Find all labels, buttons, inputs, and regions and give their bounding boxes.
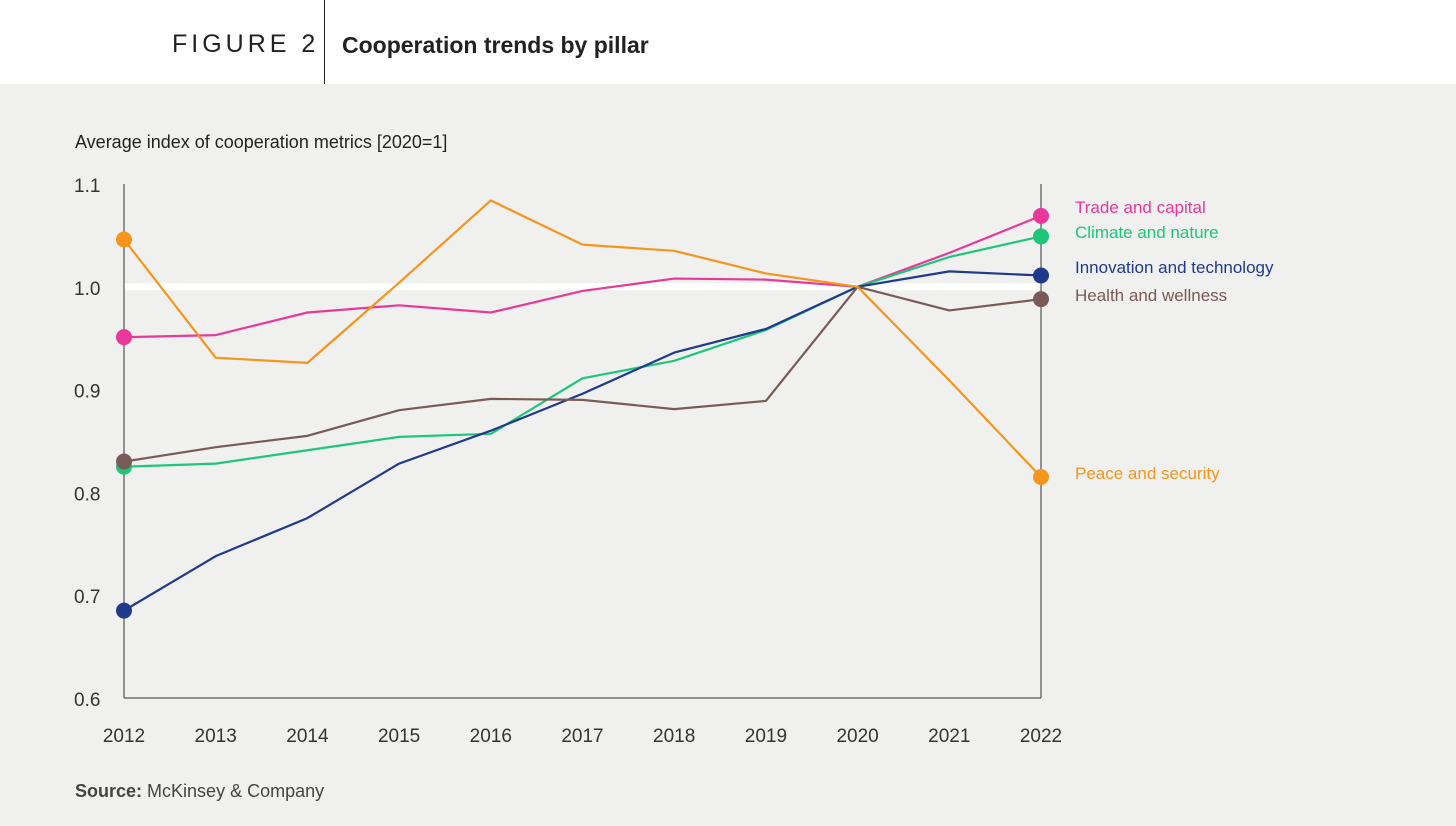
series-line-innovation-and-technology (123, 270, 1042, 612)
x-tick-label: 2013 (195, 726, 237, 747)
y-tick-label: 1.1 (74, 176, 100, 197)
axes-layer: 0.6 0.7 0.8 0.9 1.0 1.1 2012 2013 2014 2015 2016 20… (74, 176, 1062, 747)
x-tick-label: 2014 (286, 726, 329, 747)
legend-label-peace-and-security: Peace and security (1075, 464, 1220, 483)
line-chart: Average index of cooperation metrics [20… (74, 132, 1274, 747)
y-axis-label: Average index of cooperation metrics [20… (75, 132, 447, 152)
x-tick-label: 2022 (1020, 726, 1062, 747)
y-tick-label: 0.8 (74, 484, 100, 505)
legend-label-trade-and-capital: Trade and capital (1075, 198, 1206, 217)
y-tick-label: 1.0 (74, 279, 100, 300)
series-end-point-innovation-and-technology (1033, 267, 1049, 284)
series-end-point-peace-and-security (1033, 468, 1049, 485)
series-line-peace-and-security (123, 199, 1042, 478)
header-divider (324, 0, 325, 84)
series-end-point-climate-and-nature (1033, 228, 1049, 245)
y-tick-label: 0.9 (74, 382, 100, 403)
series-end-point-trade-and-capital (1033, 207, 1049, 224)
series-layer (116, 199, 1049, 619)
legend-label-health-and-wellness: Health and wellness (1075, 286, 1227, 305)
y-tick-label: 0.6 (74, 690, 100, 711)
legend-label-innovation-and-technology: Innovation and technology (1075, 258, 1274, 277)
series-line-health-and-wellness (123, 285, 1042, 463)
x-tick-label: 2020 (836, 726, 878, 747)
x-tick-label: 2018 (653, 726, 695, 747)
x-tick-label: 2017 (561, 726, 603, 747)
series-line-trade-and-capital (123, 214, 1042, 339)
x-tick-label: 2012 (103, 726, 145, 747)
series-start-point-peace-and-security (116, 231, 132, 248)
x-tick-label: 2021 (928, 726, 970, 747)
figure-title: Cooperation trends by pillar (342, 32, 649, 58)
y-tick-label: 0.7 (74, 587, 100, 608)
series-end-point-health-and-wellness (1033, 291, 1049, 308)
source-label: Source: (75, 781, 143, 801)
figure-number: FIGURE 2 (172, 30, 320, 58)
x-tick-label: 2015 (378, 726, 420, 747)
figure-header: FIGURE 2 Cooperation trends by pillar (0, 0, 1456, 84)
legend-layer: Trade and capital Climate and nature Innov… (1075, 198, 1274, 483)
x-tick-label: 2019 (745, 726, 787, 747)
chart-area: Average index of cooperation metrics [20… (0, 84, 1456, 826)
source-text: McKinsey & Company (147, 781, 325, 801)
series-start-point-health-and-wellness (116, 453, 132, 470)
source-note: Source: McKinsey & Company (75, 781, 324, 802)
series-start-point-innovation-and-technology (116, 602, 132, 619)
x-tick-label: 2016 (470, 726, 512, 747)
series-start-point-trade-and-capital (116, 329, 132, 346)
legend-label-climate-and-nature: Climate and nature (1075, 223, 1219, 242)
series-line-climate-and-nature (123, 235, 1042, 468)
